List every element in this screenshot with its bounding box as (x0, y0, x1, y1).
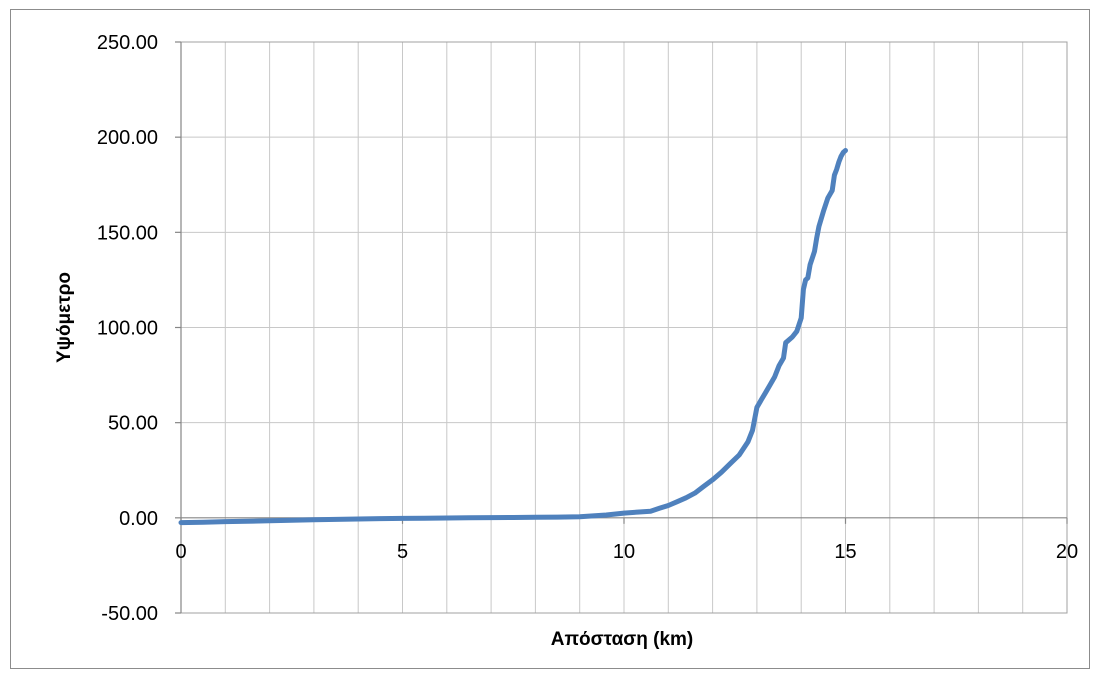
chart-area (10, 9, 1090, 669)
gridlines (181, 41, 1067, 613)
x-tick-label: 10 (613, 541, 635, 563)
x-tick-labels: 0 5 10 15 20 (175, 541, 1078, 563)
x-tick-label: 15 (834, 541, 856, 563)
y-tick-label: 250.00 (97, 32, 158, 54)
x-tick-label: 5 (397, 541, 408, 563)
y-tick-label: 0.00 (119, 508, 158, 530)
y-tick-label: 150.00 (97, 222, 158, 244)
x-tick-label: 0 (175, 541, 186, 563)
x-tick-label: 20 (1056, 541, 1078, 563)
y-axis-title: Υψόμετρο (54, 272, 75, 363)
series-layer (178, 148, 848, 526)
y-tick-label: 100.00 (97, 318, 158, 340)
y-tick-label: 200.00 (97, 127, 158, 149)
series-line (178, 148, 848, 526)
y-tick-label: 50.00 (108, 413, 158, 435)
y-tick-labels: -50.00 0.00 50.00 100.00 150.00 200.00 250.00 (97, 32, 158, 625)
x-axis-title: Απόσταση (km) (551, 629, 694, 650)
y-tick-label: -50.00 (101, 603, 158, 625)
